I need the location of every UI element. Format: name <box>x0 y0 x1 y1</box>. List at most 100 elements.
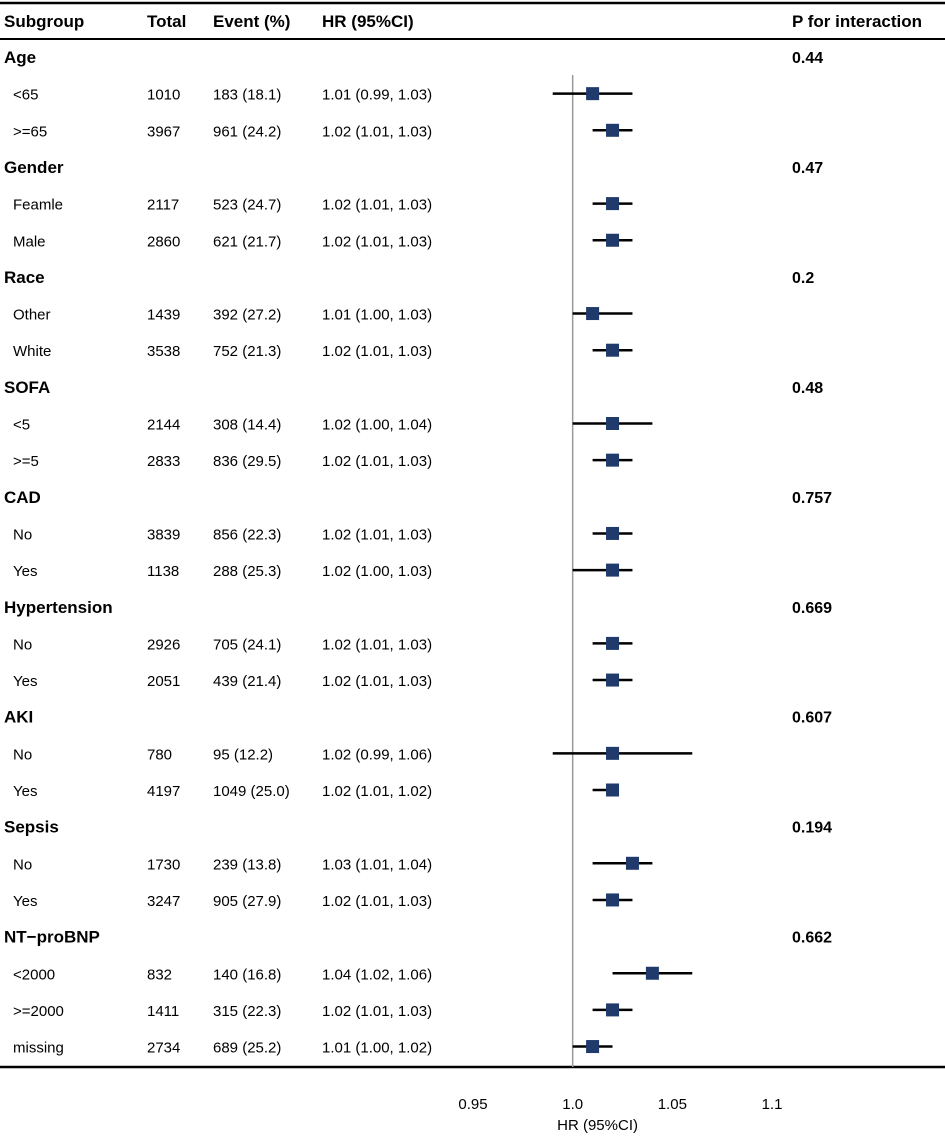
event-value: 1049 (25.0) <box>213 783 290 800</box>
event-value: 308 (14.4) <box>213 417 281 434</box>
hr-text: 1.02 (0.99, 1.06) <box>322 746 432 763</box>
total-value: 2051 <box>147 673 180 690</box>
total-value: 1411 <box>147 1003 179 1020</box>
hr-marker <box>606 417 620 430</box>
group-label: CAD <box>4 488 41 507</box>
subgroup-label: Yes <box>13 563 37 580</box>
hr-text: 1.02 (1.01, 1.03) <box>322 123 432 140</box>
hr-text: 1.01 (1.00, 1.02) <box>322 1040 432 1057</box>
hr-text: 1.01 (1.00, 1.03) <box>322 307 432 324</box>
hr-text: 1.04 (1.02, 1.06) <box>322 966 432 983</box>
total-value: 2117 <box>147 197 179 214</box>
subgroup-label: missing <box>13 1040 64 1057</box>
hr-text: 1.02 (1.01, 1.03) <box>322 893 432 910</box>
subgroup-label: No <box>13 636 32 653</box>
subgroup-label: <5 <box>13 417 30 434</box>
hr-text: 1.02 (1.00, 1.04) <box>322 417 432 434</box>
p-interaction-value: 0.757 <box>792 490 832 507</box>
group-label: Gender <box>4 158 64 177</box>
total-value: 4197 <box>147 783 180 800</box>
hr-marker <box>606 563 620 577</box>
total-value: 3839 <box>147 526 180 543</box>
event-value: 621 (21.7) <box>213 233 281 250</box>
hr-text: 1.02 (1.01, 1.03) <box>322 343 432 360</box>
subgroup-label: >=5 <box>13 453 39 470</box>
group-label: Age <box>4 48 36 67</box>
hr-text: 1.02 (1.01, 1.03) <box>322 673 432 690</box>
hr-marker <box>606 783 620 797</box>
total-value: 2144 <box>147 417 180 434</box>
hr-marker <box>606 233 620 247</box>
event-value: 315 (22.3) <box>213 1003 281 1020</box>
p-interaction-value: 0.44 <box>792 50 823 67</box>
p-interaction-value: 0.47 <box>792 160 823 177</box>
x-axis: 0.95 1.0 1.05 1.1 HR (95%CI) <box>458 1096 782 1134</box>
event-value: 239 (13.8) <box>213 856 281 873</box>
hr-marker <box>606 343 620 357</box>
x-tick-label: 1.05 <box>658 1096 687 1113</box>
hr-marker <box>606 526 620 540</box>
group-label: SOFA <box>4 378 50 397</box>
total-value: 1138 <box>147 563 179 580</box>
subgroup-label: >=65 <box>13 123 47 140</box>
hr-text: 1.02 (1.01, 1.03) <box>322 197 432 214</box>
event-value: 183 (18.1) <box>213 87 281 104</box>
hr-marker <box>606 453 620 467</box>
total-value: 2734 <box>147 1040 180 1057</box>
forest-rows: Age 0.44 <65 1010 183 (18.1) 1.01 (0.99, 1.03… <box>4 48 832 1057</box>
hr-text: 1.02 (1.01, 1.02) <box>322 783 432 800</box>
p-interaction-value: 0.2 <box>792 270 814 287</box>
hr-marker <box>606 746 620 760</box>
hr-marker <box>586 87 600 101</box>
event-value: 95 (12.2) <box>213 746 273 763</box>
x-tick-label: 1.0 <box>562 1096 583 1113</box>
event-value: 288 (25.3) <box>213 563 281 580</box>
event-value: 140 (16.8) <box>213 966 281 983</box>
total-value: 2833 <box>147 453 180 470</box>
subgroup-label: No <box>13 746 32 763</box>
group-label: Race <box>4 268 45 287</box>
header-hr: HR (95%CI) <box>322 12 414 31</box>
subgroup-label: No <box>13 856 32 873</box>
hr-text: 1.03 (1.01, 1.04) <box>322 856 432 873</box>
total-value: 3538 <box>147 343 180 360</box>
header-event: Event (%) <box>213 12 290 31</box>
event-value: 905 (27.9) <box>213 893 281 910</box>
subgroup-label: No <box>13 526 32 543</box>
hr-text: 1.02 (1.00, 1.03) <box>322 563 432 580</box>
subgroup-label: White <box>13 343 51 360</box>
hr-text: 1.02 (1.01, 1.03) <box>322 636 432 653</box>
event-value: 392 (27.2) <box>213 307 281 324</box>
subgroup-label: <65 <box>13 87 38 104</box>
header-subgroup: Subgroup <box>4 12 84 31</box>
subgroup-label: >=2000 <box>13 1003 64 1020</box>
hr-marker <box>645 966 659 980</box>
total-value: 1730 <box>147 856 180 873</box>
hr-text: 1.02 (1.01, 1.03) <box>322 453 432 470</box>
subgroup-label: <2000 <box>13 966 55 983</box>
subgroup-label: Yes <box>13 783 37 800</box>
subgroup-label: Yes <box>13 673 37 690</box>
hr-marker <box>606 636 620 650</box>
subgroup-label: Other <box>13 307 51 324</box>
event-value: 836 (29.5) <box>213 453 281 470</box>
total-value: 1439 <box>147 307 180 324</box>
hr-marker <box>606 123 620 137</box>
subgroup-label: Male <box>13 233 46 250</box>
x-tick-label: 0.95 <box>458 1096 487 1113</box>
total-value: 3247 <box>147 893 180 910</box>
group-label: NT−proBNP <box>4 928 100 947</box>
total-value: 2926 <box>147 636 180 653</box>
event-value: 439 (21.4) <box>213 673 281 690</box>
x-axis-label: HR (95%CI) <box>557 1117 638 1134</box>
total-value: 1010 <box>147 87 180 104</box>
subgroup-label: Feamle <box>13 197 63 214</box>
hr-text: 1.02 (1.01, 1.03) <box>322 526 432 543</box>
event-value: 705 (24.1) <box>213 636 281 653</box>
event-value: 752 (21.3) <box>213 343 281 360</box>
total-value: 832 <box>147 966 172 983</box>
hr-marker <box>606 1003 620 1017</box>
p-interaction-value: 0.662 <box>792 930 832 947</box>
x-tick-label: 1.1 <box>762 1096 783 1113</box>
